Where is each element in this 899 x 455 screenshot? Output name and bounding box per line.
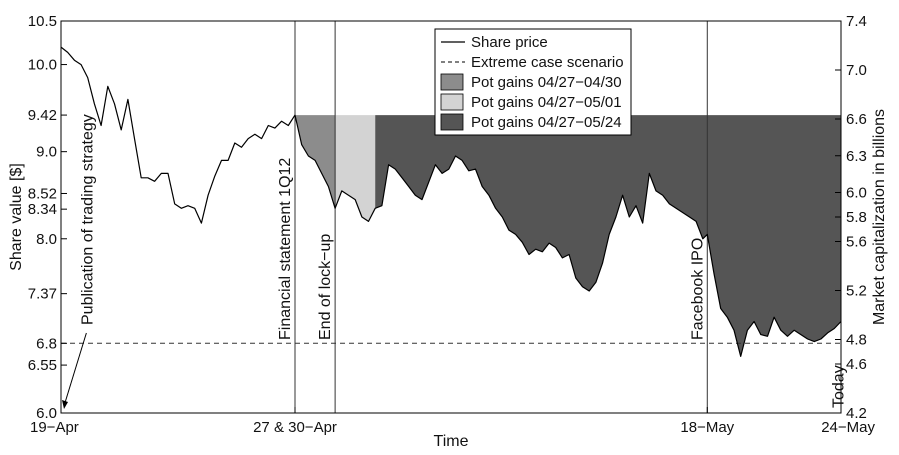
event-label: Facebook IPO xyxy=(689,238,706,340)
y-right-tick-label: 6.3 xyxy=(846,148,867,165)
annotation-label: Publication of trading strategy xyxy=(79,114,96,325)
y-left-tick-label: 6.0 xyxy=(36,405,57,422)
plot-lines xyxy=(60,21,842,413)
x-tick-label: 24−May xyxy=(821,419,875,436)
x-tick-label: 27 & 30−Apr xyxy=(253,419,337,436)
event-label: Financial statement 1Q12 xyxy=(277,158,294,340)
y-left-tick-label: 10.0 xyxy=(28,57,57,74)
x-tick-label: 18−May xyxy=(680,419,734,436)
legend-entry-label: Pot gains 04/27−05/01 xyxy=(471,94,622,111)
share-price-line xyxy=(60,46,842,357)
event-label: End of lock−up xyxy=(317,234,334,340)
legend-entry-label: Extreme case scenario xyxy=(471,54,624,71)
y-left-tick-label: 6.55 xyxy=(28,357,57,374)
y-right-tick-label: 5.2 xyxy=(846,283,867,300)
y-right-tick-label: 5.8 xyxy=(846,209,867,226)
annotation-label: Today xyxy=(830,365,847,408)
y-left-tick-label: 9.42 xyxy=(28,107,57,124)
annotation-arrowhead xyxy=(62,400,68,409)
legend-entry-label: Share price xyxy=(471,34,548,51)
y-right-tick-label: 4.2 xyxy=(846,405,867,422)
y-left-tick-label: 9.0 xyxy=(36,144,57,161)
y-left-tick-label: 6.8 xyxy=(36,335,57,352)
pot-gains-region xyxy=(375,115,841,357)
legend: Share price Extreme case scenario Pot gain… xyxy=(434,28,632,136)
y-right-tick-label: 5.6 xyxy=(846,234,867,251)
y-right-tick-label: 6.6 xyxy=(846,111,867,128)
annotation-arrow xyxy=(63,332,87,407)
x-tick-label: 19−Apr xyxy=(30,419,79,436)
legend-box xyxy=(434,28,632,136)
pot-gains-region xyxy=(295,115,336,209)
annotations: Financial statement 1Q12 End of lock−up Fa… xyxy=(62,114,847,409)
legend-entry-label: Pot gains 04/27−04/30 xyxy=(471,74,622,91)
legend-swatch-fill xyxy=(440,113,464,131)
legend-swatch-fill xyxy=(440,93,464,111)
y-left-tick-label: 7.37 xyxy=(28,286,57,303)
y-left-tick-label: 8.52 xyxy=(28,185,57,202)
y-right-tick-label: 6.0 xyxy=(846,185,867,202)
y-left-axis-label: Share value [$] xyxy=(8,163,25,271)
pot-gains-region xyxy=(335,115,376,222)
y-right-tick-label: 7.4 xyxy=(846,13,867,30)
y-left-tick-label: 8.0 xyxy=(36,231,57,248)
y-right-tick-label: 7.0 xyxy=(846,62,867,79)
y-left-tick-label: 8.34 xyxy=(28,201,57,218)
y-right-tick-label: 4.6 xyxy=(846,356,867,373)
pot-gains-areas xyxy=(295,115,841,357)
legend-swatch-fill xyxy=(440,73,464,91)
y-left-tick-label: 10.5 xyxy=(28,13,57,30)
y-right-tick-label: 4.8 xyxy=(846,332,867,349)
legend-entry-label: Pot gains 04/27−05/24 xyxy=(471,114,622,131)
x-axis-label: Time xyxy=(434,433,469,450)
y-right-axis-label: Market capitalization in billions xyxy=(871,109,888,325)
axes: 6.0 6.55 6.8 7.37 8.0 8.348.52 9.0 9.42 10.0 10.5… xyxy=(8,13,888,450)
